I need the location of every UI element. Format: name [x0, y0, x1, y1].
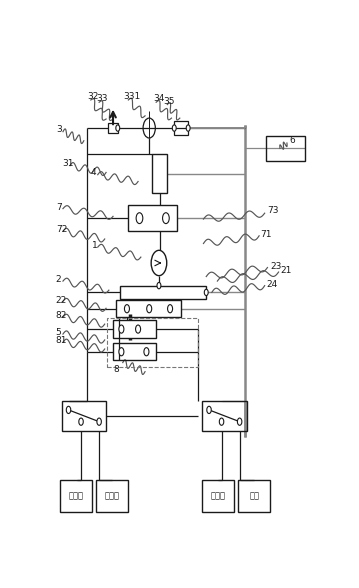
Text: 31: 31 [62, 159, 74, 168]
Circle shape [186, 125, 190, 131]
Text: 清洗液: 清洗液 [211, 492, 225, 500]
Bar [60, 480, 92, 512]
Text: 72: 72 [56, 225, 67, 235]
Text: 24: 24 [266, 280, 277, 289]
Bar [62, 401, 106, 430]
Bar [174, 121, 188, 135]
Circle shape [147, 305, 152, 313]
Bar [108, 123, 118, 133]
Circle shape [136, 213, 143, 223]
Text: 6: 6 [289, 136, 295, 145]
Text: 34: 34 [153, 94, 165, 103]
Bar [202, 480, 234, 512]
Text: 21: 21 [281, 266, 292, 275]
Text: 331: 331 [123, 92, 141, 101]
Circle shape [237, 418, 242, 425]
Text: 7: 7 [56, 203, 62, 212]
Bar [120, 286, 206, 299]
Bar [96, 480, 129, 512]
Circle shape [157, 282, 161, 289]
Text: 82: 82 [55, 312, 67, 320]
Bar [113, 343, 156, 360]
Circle shape [66, 406, 71, 413]
Text: 71: 71 [261, 230, 272, 239]
Text: 33: 33 [96, 94, 107, 103]
Circle shape [79, 418, 83, 425]
Circle shape [204, 289, 208, 296]
Bar [238, 480, 270, 512]
Bar [129, 205, 177, 231]
Text: 73: 73 [267, 206, 279, 215]
Circle shape [119, 348, 124, 356]
Text: 清洗液: 清洗液 [105, 492, 120, 500]
Text: 稀释液: 稀释液 [69, 492, 84, 500]
Circle shape [219, 418, 224, 425]
Text: 32: 32 [88, 92, 99, 101]
Circle shape [172, 125, 176, 131]
Bar [116, 300, 181, 318]
Bar [107, 318, 198, 367]
Text: 3: 3 [56, 125, 62, 134]
Circle shape [163, 213, 169, 223]
Text: 样品: 样品 [249, 492, 259, 500]
Bar [266, 136, 305, 161]
Text: 5: 5 [55, 328, 61, 337]
Text: 4: 4 [91, 168, 97, 177]
Circle shape [116, 125, 120, 131]
Circle shape [119, 325, 124, 333]
Text: 35: 35 [163, 97, 174, 106]
Text: 8: 8 [113, 365, 119, 374]
Circle shape [136, 325, 141, 333]
Circle shape [97, 418, 101, 425]
Text: 2: 2 [55, 275, 61, 284]
Circle shape [144, 348, 149, 356]
Circle shape [125, 305, 130, 313]
Circle shape [168, 305, 173, 313]
Bar [113, 320, 156, 338]
Bar [202, 401, 247, 430]
Circle shape [207, 406, 211, 413]
Text: 1: 1 [92, 241, 98, 250]
Text: 81: 81 [55, 336, 67, 345]
Text: 23: 23 [270, 262, 281, 270]
Bar [152, 154, 167, 193]
Text: 22: 22 [55, 296, 67, 305]
